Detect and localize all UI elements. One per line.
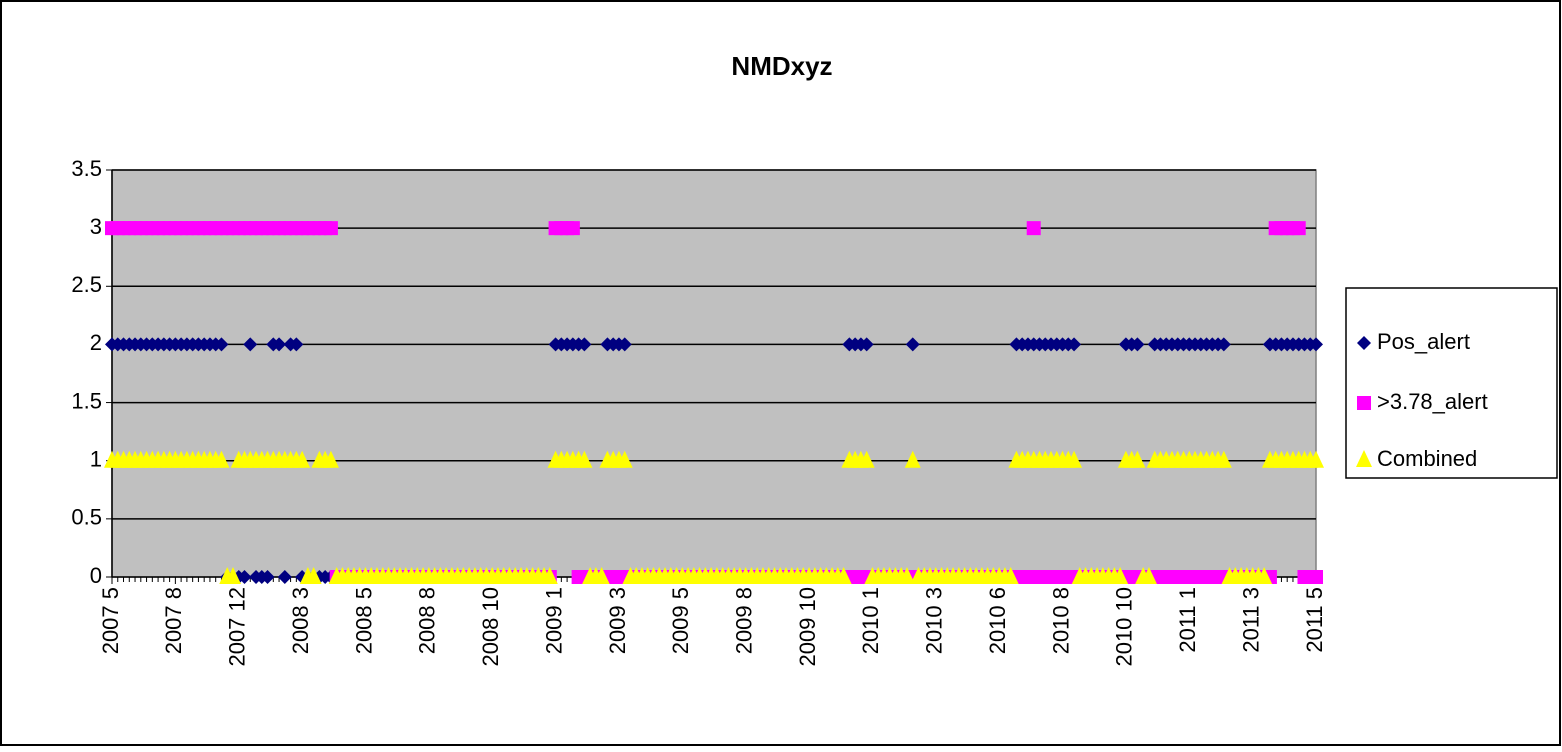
legend-marker <box>1356 450 1372 467</box>
legend-label: >3.78_alert <box>1377 389 1488 414</box>
x-tick-label: 2007 12 <box>225 587 250 667</box>
x-tick-label: 2009 8 <box>731 587 756 654</box>
point <box>1067 337 1082 352</box>
point <box>858 450 875 468</box>
legend-label: Combined <box>1377 446 1477 471</box>
point <box>1130 337 1145 352</box>
point <box>243 337 258 352</box>
x-tick-label: 2007 8 <box>161 587 186 654</box>
point <box>1291 221 1306 236</box>
point <box>1002 567 1019 584</box>
point <box>835 567 852 584</box>
point <box>260 570 275 584</box>
point <box>294 450 311 468</box>
point <box>904 450 921 468</box>
x-tick-label: 2009 3 <box>605 587 630 654</box>
point <box>237 570 252 584</box>
y-tick-label: 1.5 <box>71 388 102 413</box>
point <box>323 221 338 236</box>
point <box>1129 450 1146 468</box>
point <box>905 337 920 352</box>
x-tick-label: 2011 5 <box>1302 587 1327 653</box>
point <box>1256 567 1273 584</box>
x-tick-label: 2011 3 <box>1238 587 1263 653</box>
y-tick-label: 3.5 <box>71 156 102 181</box>
point <box>616 450 633 468</box>
point <box>322 450 339 468</box>
point <box>593 567 610 584</box>
point <box>305 567 322 584</box>
y-tick-label: 2.5 <box>71 272 102 297</box>
point <box>576 450 593 468</box>
point <box>1215 450 1232 468</box>
x-tick-label: 2009 10 <box>795 587 820 667</box>
point <box>214 337 229 352</box>
point <box>277 570 292 584</box>
y-tick-label: 0.5 <box>71 505 102 530</box>
y-tick-label: 3 <box>90 214 102 239</box>
legend-marker <box>1357 336 1371 350</box>
point <box>213 450 230 468</box>
point <box>617 337 632 352</box>
x-tick-label: 2008 5 <box>351 587 376 654</box>
x-tick-label: 2008 10 <box>478 587 503 667</box>
y-tick-label: 0 <box>90 563 102 588</box>
y-tick-label: 1 <box>90 447 102 472</box>
point <box>1216 337 1231 352</box>
y-tick-label: 2 <box>90 330 102 355</box>
point <box>565 221 580 236</box>
point <box>859 337 874 352</box>
x-tick-label: 2010 3 <box>922 587 947 654</box>
legend-marker <box>1357 396 1371 410</box>
x-tick-label: 2010 10 <box>1112 587 1137 667</box>
point <box>541 567 558 584</box>
point <box>898 567 915 584</box>
legend <box>1345 287 1558 479</box>
x-tick-label: 2010 1 <box>858 587 883 654</box>
point <box>1309 337 1323 352</box>
point <box>1308 450 1324 468</box>
x-tick-label: 2010 6 <box>985 587 1010 654</box>
point <box>1026 221 1041 236</box>
point <box>1066 450 1083 468</box>
point <box>289 337 304 352</box>
plot-area <box>111 169 1317 578</box>
point <box>1112 567 1129 584</box>
x-tick-label: 2011 1 <box>1175 587 1200 653</box>
point <box>1140 567 1157 584</box>
x-tick-label: 2009 5 <box>668 587 693 654</box>
legend-label: Pos_alert <box>1377 329 1470 354</box>
point <box>272 337 287 352</box>
x-tick-label: 2009 1 <box>541 587 566 654</box>
point <box>224 567 241 584</box>
point <box>1020 570 1035 584</box>
x-tick-label: 2010 8 <box>1048 587 1073 654</box>
x-tick-label: 2007 5 <box>98 587 123 654</box>
chart-title: NMDxyz <box>731 51 832 81</box>
point <box>577 337 592 352</box>
x-tick-label: 2008 3 <box>288 587 313 654</box>
point <box>1309 570 1323 584</box>
x-tick-label: 2008 8 <box>415 587 440 654</box>
